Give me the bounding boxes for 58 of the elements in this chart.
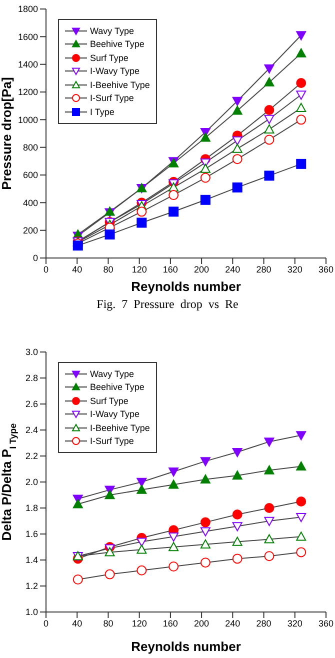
legend-label: Beehive Type bbox=[90, 39, 144, 50]
y-tick-label: 800 bbox=[22, 142, 38, 153]
legend-label: Wavy Type bbox=[90, 368, 134, 379]
x-tick-label: 80 bbox=[103, 618, 114, 628]
y-tick-label: 2.2 bbox=[25, 451, 38, 462]
legend-label: I-Wavy Type bbox=[90, 409, 140, 420]
x-tick-label: 40 bbox=[72, 618, 82, 628]
y-tick-label: 1.0 bbox=[25, 607, 38, 618]
x-tick-label: 360 bbox=[318, 618, 334, 628]
caption: Fig. 7 Pressure drop vs Re bbox=[96, 296, 240, 313]
legend-label: I-Beehive Type bbox=[90, 422, 150, 433]
x-tick-label: 200 bbox=[194, 618, 210, 628]
legend-label: I-Surf Type bbox=[90, 93, 134, 104]
legend-label: Beehive Type bbox=[90, 382, 144, 392]
y-tick-label: 3.0 bbox=[25, 347, 38, 358]
x-axis-title: Reynolds number bbox=[131, 279, 241, 294]
x-axis-title: Reynolds number bbox=[131, 639, 241, 654]
legend-label: Surf Type bbox=[90, 396, 128, 406]
x-tick-label: 160 bbox=[162, 264, 178, 274]
y-tick-label: 2.0 bbox=[25, 477, 38, 488]
x-tick-label: 320 bbox=[287, 264, 302, 274]
legend-label: I Type bbox=[90, 106, 114, 117]
x-tick-label: 120 bbox=[132, 618, 147, 628]
y-tick-label: 1400 bbox=[18, 60, 38, 70]
y-tick-label: 2.4 bbox=[25, 425, 38, 436]
legend-label: Surf Type bbox=[90, 52, 128, 63]
x-tick-label: 120 bbox=[132, 264, 147, 274]
y-tick-label: 1800 bbox=[18, 4, 38, 14]
y-tick-label: 1600 bbox=[18, 32, 38, 42]
x-tick-label: 0 bbox=[43, 618, 49, 628]
x-tick-label: 240 bbox=[225, 618, 240, 628]
x-tick-label: 320 bbox=[287, 618, 302, 628]
y-tick-label: 2.6 bbox=[25, 399, 38, 410]
y-tick-label: 1200 bbox=[18, 87, 38, 98]
y-tick-label: 600 bbox=[22, 170, 38, 180]
legend-label: I-Surf Type bbox=[90, 436, 134, 446]
legend-label: I-Wavy Type bbox=[90, 66, 140, 76]
y-axis-title: Pressure drop[Pa] bbox=[0, 77, 14, 190]
y-tick-label: 0 bbox=[32, 253, 38, 264]
x-tick-label: 0 bbox=[43, 264, 49, 274]
y-tick-label: 1.4 bbox=[25, 555, 38, 566]
legend-label: Wavy Type bbox=[90, 26, 134, 36]
y-tick-label: 1.2 bbox=[25, 581, 38, 592]
y-tick-label: 200 bbox=[22, 226, 38, 236]
x-tick-label: 240 bbox=[225, 264, 240, 274]
x-tick-label: 200 bbox=[194, 264, 210, 274]
y-tick-label: 1.6 bbox=[25, 529, 38, 540]
x-tick-label: 40 bbox=[72, 264, 82, 274]
x-tick-label: 280 bbox=[256, 618, 272, 628]
y-tick-label: 1.8 bbox=[25, 503, 38, 514]
y-tick-label: 2.8 bbox=[25, 373, 38, 384]
x-tick-label: 160 bbox=[162, 618, 178, 628]
legend-label: I-Beehive Type bbox=[90, 80, 150, 90]
x-tick-label: 360 bbox=[318, 264, 334, 274]
y-tick-label: 1000 bbox=[18, 114, 38, 125]
x-tick-label: 80 bbox=[103, 264, 114, 274]
y-tick-label: 400 bbox=[22, 198, 38, 208]
x-tick-label: 280 bbox=[256, 264, 272, 274]
